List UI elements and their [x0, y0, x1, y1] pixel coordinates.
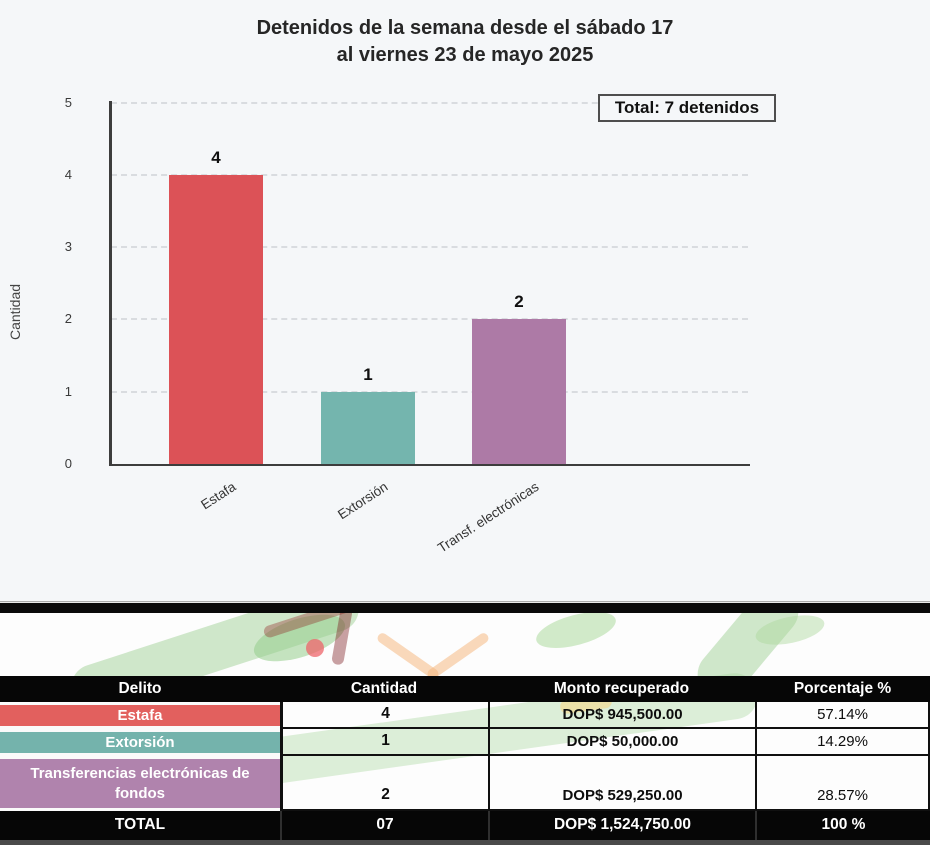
y-axis-line [109, 101, 112, 464]
y-axis-title: Cantidad [7, 283, 23, 340]
cell-extorsion-porcentaje: 14.29% [755, 729, 930, 756]
gridline-y1 [111, 390, 748, 393]
bar-value-transf-electronicas: 2 [514, 292, 524, 312]
y-tick-label-1: 1 [64, 383, 72, 399]
table-header-delito: Delito [0, 676, 280, 702]
cell-estafa-monto: DOP$ 945,500.00 [488, 702, 755, 729]
watermark-chevron-right [425, 631, 491, 681]
y-tick-label-3: 3 [64, 239, 72, 255]
cell-transferencias-delito: Transferencias electrónicas de fondos [0, 756, 280, 811]
x-tick-label-estafa: Estafa [197, 479, 239, 513]
cell-total-cantidad: 07 [280, 811, 488, 840]
cell-extorsion-delito: Extorsión [0, 729, 280, 756]
y-tick-label-5: 5 [64, 94, 72, 110]
table-bottom-border [0, 840, 930, 845]
cell-total-porcentaje: 100 % [755, 811, 930, 840]
crime-summary-table: Delito Cantidad Monto recuperado Porcentaje… [0, 676, 930, 840]
gridline-y5 [111, 101, 748, 104]
chart-title-line1: Detenidos de la semana desde el sábado 1… [256, 17, 674, 39]
summary-table-panel: Delito Cantidad Monto recuperado Porcentaje… [0, 613, 930, 845]
table-header-cantidad: Cantidad [280, 676, 488, 702]
x-tick-label-extorsion: Extorsión [334, 479, 391, 523]
total-annotation-text: Total: 7 detenidos [614, 98, 760, 117]
section-divider-bar [0, 601, 930, 613]
cell-total-delito: TOTAL [0, 811, 280, 840]
gridline-y4 [111, 173, 748, 176]
cell-extorsion-monto: DOP$ 50,000.00 [488, 729, 755, 756]
gridline-y2 [111, 318, 748, 321]
y-tick-label-4: 4 [64, 166, 72, 182]
x-tick-label-transf-electronicas: Transf. electrónicas [434, 479, 542, 556]
cell-transferencias-monto: DOP$ 529,250.00 [488, 756, 755, 811]
bar-transf-electronicas [472, 319, 566, 464]
table-header-porcentaje: Porcentaje % [755, 676, 930, 702]
chart-title-line2: al viernes 23 de mayo 2025 [336, 44, 594, 66]
cell-total-monto: DOP$ 1,524,750.00 [488, 811, 755, 840]
watermark-leaf-center [532, 613, 620, 656]
y-tick-label-2: 2 [64, 311, 72, 327]
cell-transferencias-porcentaje: 28.57% [755, 756, 930, 811]
x-axis-line [109, 463, 750, 466]
bar-extorsion [321, 391, 415, 464]
cell-extorsion-cantidad: 1 [280, 729, 488, 756]
bar-value-extorsion: 1 [363, 364, 373, 384]
bar-estafa [169, 174, 263, 464]
cell-transferencias-cantidad: 2 [280, 756, 488, 811]
watermark-red-dot [306, 639, 324, 657]
total-annotation-box: Total: 7 detenidos [598, 94, 776, 122]
bar-value-estafa: 4 [211, 147, 221, 167]
cell-estafa-cantidad: 4 [280, 702, 488, 729]
chart-title: Detenidos de la semana desde el sábado 1… [0, 15, 930, 69]
cell-estafa-porcentaje: 57.14% [755, 702, 930, 729]
table-header-monto-recuperado: Monto recuperado [488, 676, 755, 702]
bar-chart-panel: Detenidos de la semana desde el sábado 1… [0, 15, 930, 556]
gridline-y3 [111, 246, 748, 249]
cell-estafa-delito: Estafa [0, 702, 280, 729]
y-tick-label-0: 0 [64, 456, 72, 471]
